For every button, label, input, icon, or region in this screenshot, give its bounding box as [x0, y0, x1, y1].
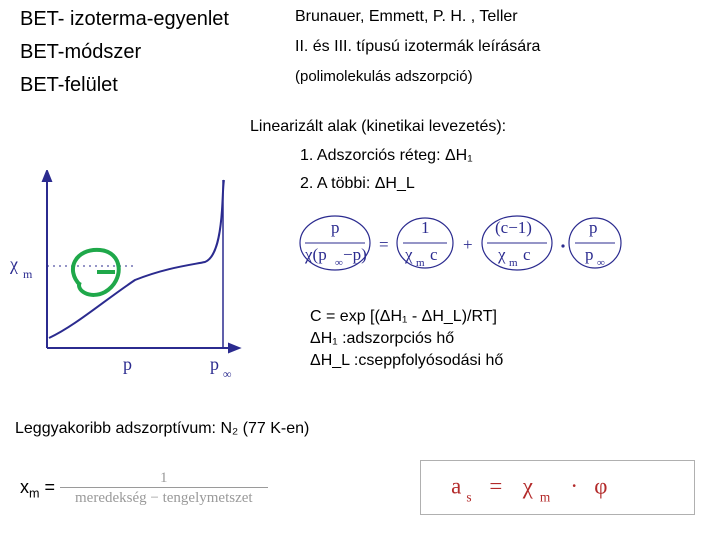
svg-text:χ: χ	[522, 474, 534, 499]
xm-den: meredekség − tengelymetszet	[60, 487, 268, 507]
dh1-definition: ΔH₁ :adszorpciós hő	[310, 330, 503, 348]
svg-text:χ: χ	[497, 245, 506, 264]
title-isotherm: BET- izoterma-egyenlet	[20, 8, 310, 31]
svg-text:φ: φ	[594, 474, 607, 499]
svg-text:∞: ∞	[597, 257, 605, 269]
svg-text:a: a	[451, 474, 461, 499]
svg-text:p: p	[589, 218, 598, 237]
svg-text:m: m	[509, 257, 518, 269]
svg-text:−p): −p)	[343, 245, 367, 264]
svg-text:p: p	[210, 354, 219, 374]
bet-equation: p χ(p ∞ −p) = 1 χ m c + (c−1) χ m c	[295, 210, 705, 290]
svg-text:1: 1	[421, 218, 430, 237]
svg-text:∞: ∞	[335, 257, 343, 269]
title-method: BET-módszer	[20, 41, 310, 64]
svg-text:(c−1): (c−1)	[495, 218, 532, 237]
adsorptivum: Leggyakoribb adszorptívum: N₂ (77 K-en)	[15, 420, 309, 438]
svg-text:χ(p: χ(p	[304, 245, 327, 264]
svg-text:χ: χ	[404, 245, 413, 264]
svg-text:=: =	[489, 474, 502, 499]
svg-text:∞: ∞	[223, 367, 232, 381]
xm-num: 1	[60, 470, 268, 487]
linearized-label: Linearizált alak (kinetikai levezetés):	[250, 118, 506, 136]
svg-text:·: ·	[570, 474, 578, 499]
svg-text:m: m	[540, 489, 551, 504]
isotherm-graph: χm p p ∞	[5, 170, 255, 400]
svg-text:c: c	[523, 245, 531, 264]
svg-text:p: p	[123, 354, 132, 374]
svg-text:+: +	[463, 235, 473, 254]
svg-text:p: p	[331, 218, 340, 237]
svg-text:χ: χ	[9, 254, 18, 274]
authors: Brunauer, Emmett, P. H. , Teller	[295, 8, 700, 26]
svg-text:s: s	[466, 489, 471, 504]
svg-text:p: p	[585, 245, 594, 264]
svg-text:c: c	[430, 245, 438, 264]
layer-2: 2. A többi: ΔH_L	[300, 175, 710, 193]
svg-text:m: m	[416, 257, 425, 269]
c-definition: C = exp [(ΔH₁ - ΔH_L)/RT]	[310, 308, 503, 326]
layer-1: 1. Adszorciós réteg: ΔH₁	[300, 147, 710, 165]
polymolecular: (polimolekulás adszorpció)	[295, 68, 700, 85]
svg-text:=: =	[379, 235, 389, 254]
xm-label: xm =	[20, 477, 60, 497]
svg-text:m: m	[23, 267, 33, 281]
dhl-definition: ΔH_L :cseppfolyósodási hő	[310, 352, 503, 370]
title-surface: BET-felület	[20, 74, 310, 97]
xm-formula: xm = 1 meredekség − tengelymetszet	[20, 470, 268, 507]
isotherm-types: II. és III. típusú izotermák leírására	[295, 38, 700, 56]
as-formula-box: a s = χ m · φ	[420, 460, 695, 515]
